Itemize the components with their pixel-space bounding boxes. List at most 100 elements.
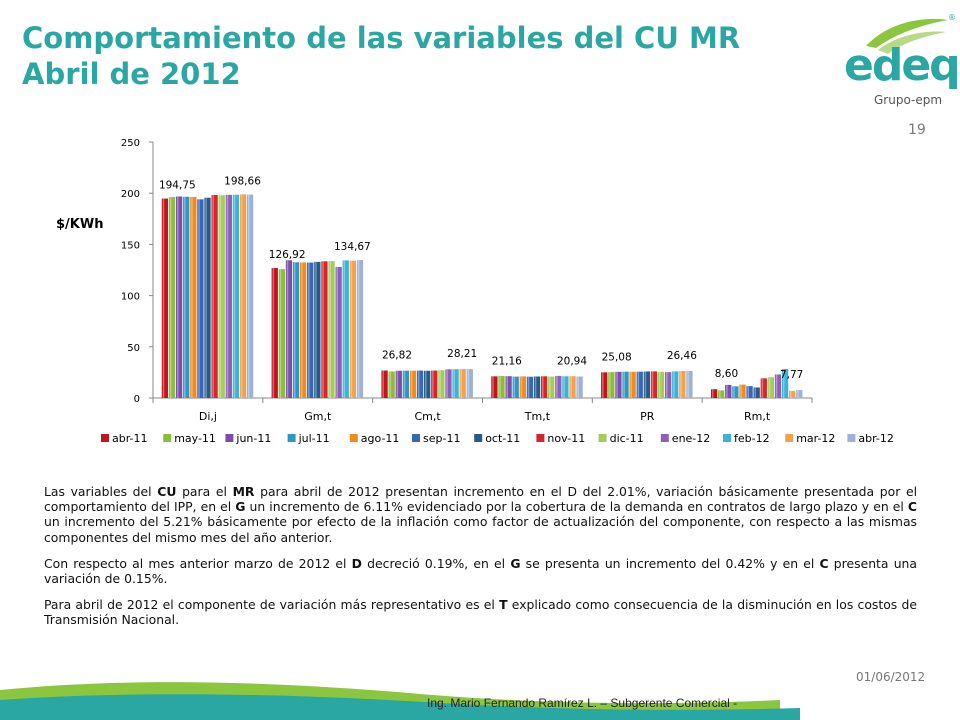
- bar-highlight: [169, 197, 172, 398]
- legend-label: abr-11: [112, 432, 148, 445]
- bar: [746, 386, 753, 398]
- bar: [512, 376, 519, 398]
- logo-wordmark: edeq: [844, 40, 958, 91]
- bar-highlight: [733, 386, 735, 398]
- bar: [321, 261, 328, 398]
- bar-highlight: [396, 370, 399, 398]
- bar: [246, 194, 254, 398]
- bar: [533, 376, 541, 398]
- legend-swatch: [225, 434, 234, 442]
- bar-highlight: [322, 261, 324, 398]
- bar: [789, 390, 796, 398]
- legend-swatch: [163, 434, 172, 442]
- footer-wave: [0, 682, 800, 720]
- bar: [665, 372, 672, 398]
- bar: [416, 370, 424, 398]
- bar-highlight: [219, 195, 222, 398]
- bar: [636, 371, 643, 398]
- legend-swatch: [101, 434, 109, 442]
- bar-highlight: [726, 384, 728, 398]
- bar-highlight: [279, 269, 282, 398]
- bar: [335, 266, 342, 398]
- bar: [292, 262, 300, 398]
- legend-label: oct-11: [485, 432, 520, 445]
- bar: [175, 196, 183, 398]
- bar: [431, 370, 438, 398]
- bar: [395, 370, 402, 398]
- bar-highlight: [198, 199, 200, 398]
- bar: [271, 268, 278, 398]
- footer-author: Ing. Mario Fernando Ramírez L. – Subgere…: [427, 696, 738, 710]
- slide-title: Comportamiento de las variables del CU M…: [22, 20, 782, 92]
- bar-highlight: [425, 370, 427, 398]
- bar: [409, 370, 417, 398]
- bar-highlight: [432, 370, 434, 398]
- bar: [168, 197, 176, 398]
- body-text: Las variables del CU para el MR para abr…: [44, 484, 917, 639]
- bar-highlight: [666, 372, 668, 398]
- bar: [725, 384, 732, 398]
- bar-highlight: [389, 371, 392, 398]
- bar: [601, 372, 608, 398]
- paragraph-2: Con respecto al mes anterior marzo de 20…: [44, 555, 917, 587]
- bar: [225, 194, 232, 398]
- bar: [342, 260, 349, 398]
- bar: [424, 370, 431, 398]
- bar: [643, 371, 650, 398]
- bar: [540, 376, 548, 398]
- bar: [197, 199, 204, 398]
- bar: [650, 371, 658, 398]
- bar-highlight: [527, 376, 530, 398]
- bar-highlight: [775, 374, 778, 398]
- bar: [505, 376, 512, 398]
- bar-highlight: [637, 371, 640, 398]
- x-tick-label: Rm,t: [744, 410, 771, 423]
- legend-label: abr-12: [858, 432, 894, 445]
- bar: [285, 260, 293, 398]
- bar: [739, 384, 746, 398]
- logo-group: Grupo-epm: [874, 93, 942, 107]
- bar: [466, 369, 473, 398]
- data-label: 28,21: [447, 348, 477, 360]
- title-line-2: Abril de 2012: [22, 57, 241, 91]
- bar-highlight: [711, 389, 714, 398]
- legend-swatch: [412, 434, 420, 442]
- bar-highlight: [205, 197, 207, 398]
- bar-highlight: [467, 369, 470, 398]
- bar: [767, 377, 775, 398]
- bar-highlight: [602, 372, 604, 398]
- y-tick-label: 50: [127, 343, 140, 354]
- bar-highlight: [184, 196, 186, 398]
- bar: [307, 262, 314, 398]
- bar-highlight: [499, 375, 501, 398]
- bar: [211, 195, 218, 398]
- bar: [452, 369, 459, 398]
- bar: [710, 389, 718, 398]
- bar-highlight: [556, 375, 558, 398]
- paragraph-1: Las variables del CU para el MR para abr…: [44, 484, 918, 545]
- y-tick-label: 150: [121, 240, 140, 251]
- bar: [314, 261, 321, 398]
- bar-highlight: [460, 369, 463, 398]
- bar: [774, 374, 782, 398]
- bar-highlight: [286, 260, 289, 398]
- bar-highlight: [616, 371, 618, 398]
- bar-highlight: [549, 376, 551, 398]
- bar-highlight: [506, 376, 508, 398]
- bar-highlight: [343, 260, 346, 398]
- bar-highlight: [315, 261, 317, 398]
- bar: [657, 371, 665, 398]
- bar: [445, 369, 452, 398]
- bar: [526, 376, 534, 398]
- bar-highlight: [754, 387, 757, 398]
- bar-highlight: [577, 376, 579, 398]
- bar-highlight: [308, 262, 310, 398]
- bar: [732, 386, 739, 398]
- legend-swatch: [536, 434, 545, 442]
- y-tick-label: 250: [121, 138, 140, 149]
- bar-highlight: [651, 371, 654, 398]
- bar-highlight: [293, 262, 296, 398]
- legend-swatch: [660, 434, 669, 442]
- bar: [569, 376, 576, 398]
- bar-highlight: [630, 371, 632, 398]
